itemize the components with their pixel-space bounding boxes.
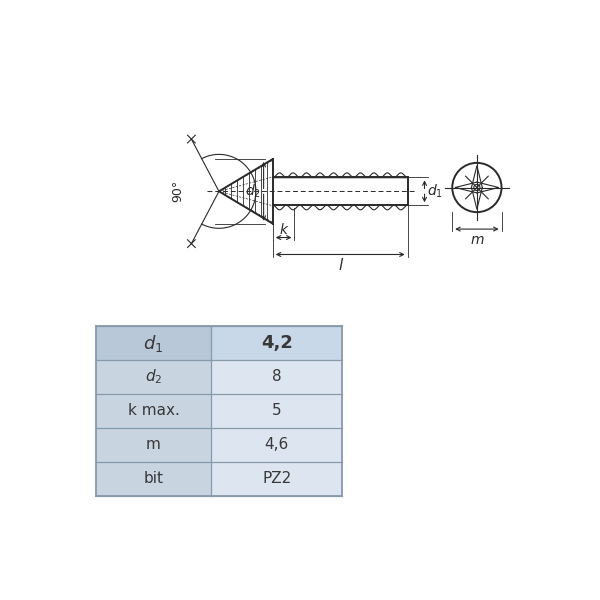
Text: PZ2: PZ2 bbox=[262, 471, 292, 486]
Text: $d_2$: $d_2$ bbox=[145, 368, 162, 386]
Text: 4,2: 4,2 bbox=[261, 334, 293, 352]
Bar bbox=[211, 394, 342, 428]
Text: 8: 8 bbox=[272, 370, 281, 385]
Text: $d_1$: $d_1$ bbox=[427, 182, 443, 200]
Bar bbox=[96, 428, 211, 461]
Bar bbox=[96, 360, 211, 394]
Text: k: k bbox=[280, 223, 287, 237]
Text: bit: bit bbox=[143, 471, 163, 486]
Bar bbox=[96, 394, 211, 428]
Text: m: m bbox=[470, 233, 484, 247]
Text: l: l bbox=[338, 258, 343, 273]
Text: 4,6: 4,6 bbox=[265, 437, 289, 452]
Text: m: m bbox=[146, 437, 161, 452]
Bar bbox=[96, 326, 211, 360]
Bar bbox=[211, 360, 342, 394]
Text: 5: 5 bbox=[272, 403, 281, 418]
Text: k max.: k max. bbox=[128, 403, 179, 418]
Text: $d_1$: $d_1$ bbox=[143, 332, 164, 353]
Bar bbox=[96, 461, 211, 496]
Text: 90°: 90° bbox=[171, 180, 184, 202]
Bar bbox=[211, 461, 342, 496]
Bar bbox=[211, 428, 342, 461]
Text: $d_2$: $d_2$ bbox=[245, 182, 261, 200]
Bar bbox=[211, 326, 342, 360]
